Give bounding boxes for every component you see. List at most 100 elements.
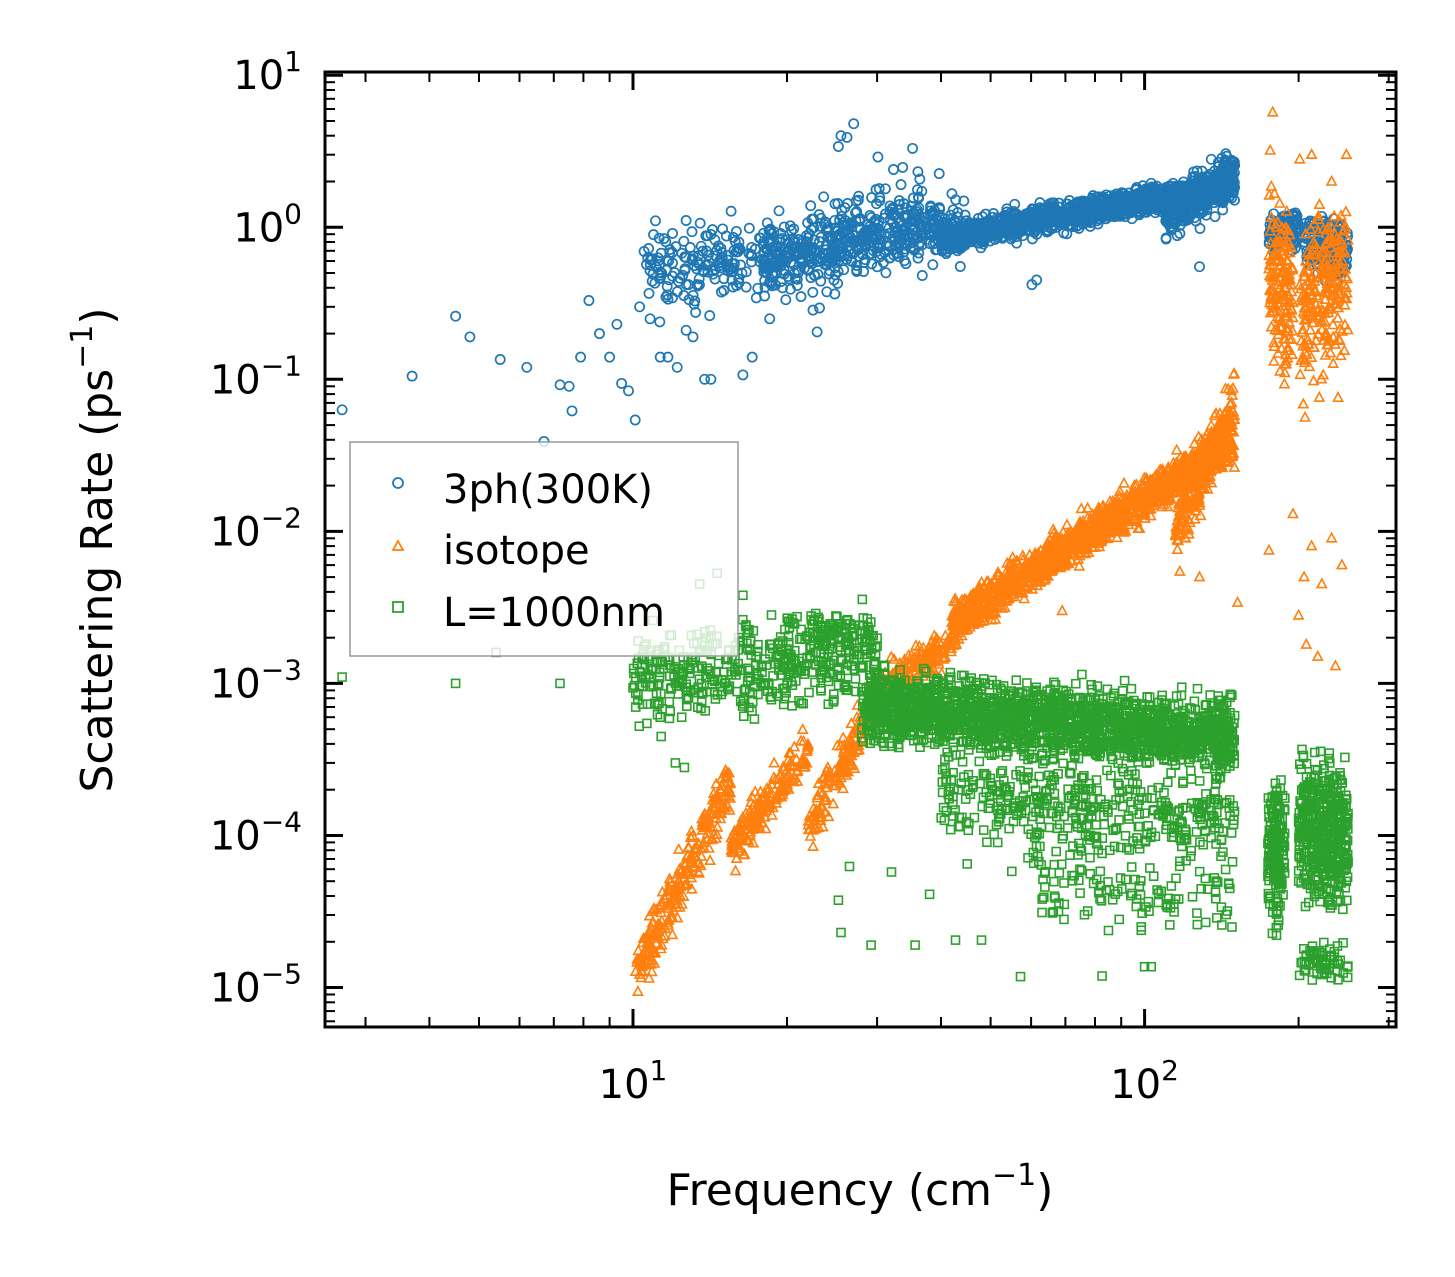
data-point-circle xyxy=(836,204,848,216)
data-point-circle xyxy=(664,247,676,259)
data-point-circle xyxy=(788,223,800,235)
data-point-circle xyxy=(916,185,928,197)
data-point-circle xyxy=(711,244,723,256)
data-point-circle xyxy=(702,259,714,271)
data-point-circle xyxy=(933,168,945,180)
data-point-circle xyxy=(803,228,815,240)
data-point-circle xyxy=(745,248,757,260)
data-point-circle xyxy=(646,253,658,265)
data-point-circle xyxy=(815,231,827,243)
data-point-circle xyxy=(899,211,910,223)
data-point-circle xyxy=(871,198,882,210)
data-point-circle xyxy=(919,212,931,224)
data-point-circle xyxy=(815,275,827,287)
data-point-circle xyxy=(786,225,797,237)
data-point-circle xyxy=(712,240,724,252)
data-point-circle xyxy=(643,287,655,299)
plot-area xyxy=(336,105,1354,997)
data-point-circle xyxy=(806,258,818,270)
data-point-circle xyxy=(838,264,850,276)
data-point-circle xyxy=(804,251,816,263)
data-point-circle xyxy=(680,252,692,264)
data-point-circle xyxy=(804,256,815,268)
data-point-circle xyxy=(686,253,698,265)
data-point-circle xyxy=(694,217,706,229)
data-point-circle xyxy=(743,222,755,234)
data-point-circle xyxy=(884,200,896,212)
data-point-circle xyxy=(913,240,925,251)
data-point-circle xyxy=(807,304,819,316)
data-point-circle xyxy=(845,255,857,267)
data-point-circle xyxy=(802,217,814,229)
data-point-circle xyxy=(641,259,652,270)
data-point-circle xyxy=(678,235,690,247)
data-point-circle xyxy=(707,265,719,277)
data-point-circle xyxy=(752,282,764,294)
data-point-circle xyxy=(899,243,911,255)
data-point-circle xyxy=(728,262,740,274)
data-point-circle xyxy=(673,276,685,287)
data-point-circle xyxy=(916,270,928,281)
data-point-circle xyxy=(654,266,666,278)
data-point-circle xyxy=(874,195,886,207)
data-point-circle xyxy=(693,273,705,285)
data-point-circle xyxy=(644,259,656,271)
data-point-circle xyxy=(727,281,739,293)
data-point-circle xyxy=(912,166,924,178)
data-point-circle xyxy=(683,279,694,291)
data-point-circle xyxy=(780,294,792,306)
data-point-circle xyxy=(707,268,719,280)
data-point-circle xyxy=(661,289,673,301)
data-point-circle xyxy=(714,254,726,266)
data-point-circle xyxy=(646,275,658,287)
data-point-circle xyxy=(827,256,839,268)
data-point-circle xyxy=(832,277,844,289)
data-point-circle xyxy=(740,266,752,278)
data-point-circle xyxy=(925,209,937,221)
data-point-circle xyxy=(834,214,846,226)
data-point-circle xyxy=(910,206,922,218)
data-point-circle xyxy=(709,234,721,246)
data-point-circle xyxy=(702,266,714,278)
data-point-circle xyxy=(791,280,803,291)
data-point-circle xyxy=(654,316,666,328)
data-point-circle xyxy=(927,207,939,219)
data-point-circle xyxy=(925,201,937,213)
data-point-circle xyxy=(765,236,777,248)
data-point-circle xyxy=(864,209,876,221)
data-point-circle xyxy=(952,207,964,218)
data-point-circle xyxy=(772,258,784,270)
data-point-circle xyxy=(866,258,878,270)
data-point-circle xyxy=(849,246,861,258)
data-point-circle xyxy=(927,259,939,271)
data-point-circle xyxy=(689,295,701,307)
data-point-circle xyxy=(798,248,810,260)
data-point-circle xyxy=(880,267,892,279)
series-3ph-300k xyxy=(336,118,1354,447)
data-point-circle xyxy=(833,255,844,267)
data-point-circle xyxy=(730,225,742,237)
data-point-circle xyxy=(837,217,849,229)
data-point-circle xyxy=(847,248,859,260)
data-point-circle xyxy=(716,257,728,269)
data-point-circle xyxy=(688,260,700,272)
data-point-circle xyxy=(720,230,732,242)
data-point-circle xyxy=(765,278,777,290)
data-point-circle xyxy=(806,241,818,253)
data-point-circle xyxy=(679,264,691,276)
data-point-circle xyxy=(770,255,782,267)
data-point-circle xyxy=(728,258,740,270)
data-point-circle xyxy=(638,245,650,257)
data-point-circle xyxy=(759,290,771,302)
data-point-circle xyxy=(844,233,856,244)
data-point-circle xyxy=(853,190,865,202)
data-point-circle xyxy=(823,247,835,259)
data-point-circle xyxy=(662,293,674,305)
data-point-circle xyxy=(715,286,727,298)
data-point-circle xyxy=(829,288,841,300)
data-point-circle xyxy=(818,191,830,203)
data-point-circle xyxy=(851,266,863,277)
data-point-circle xyxy=(770,279,782,291)
data-point-circle xyxy=(788,235,800,247)
data-point-circle xyxy=(670,241,682,253)
